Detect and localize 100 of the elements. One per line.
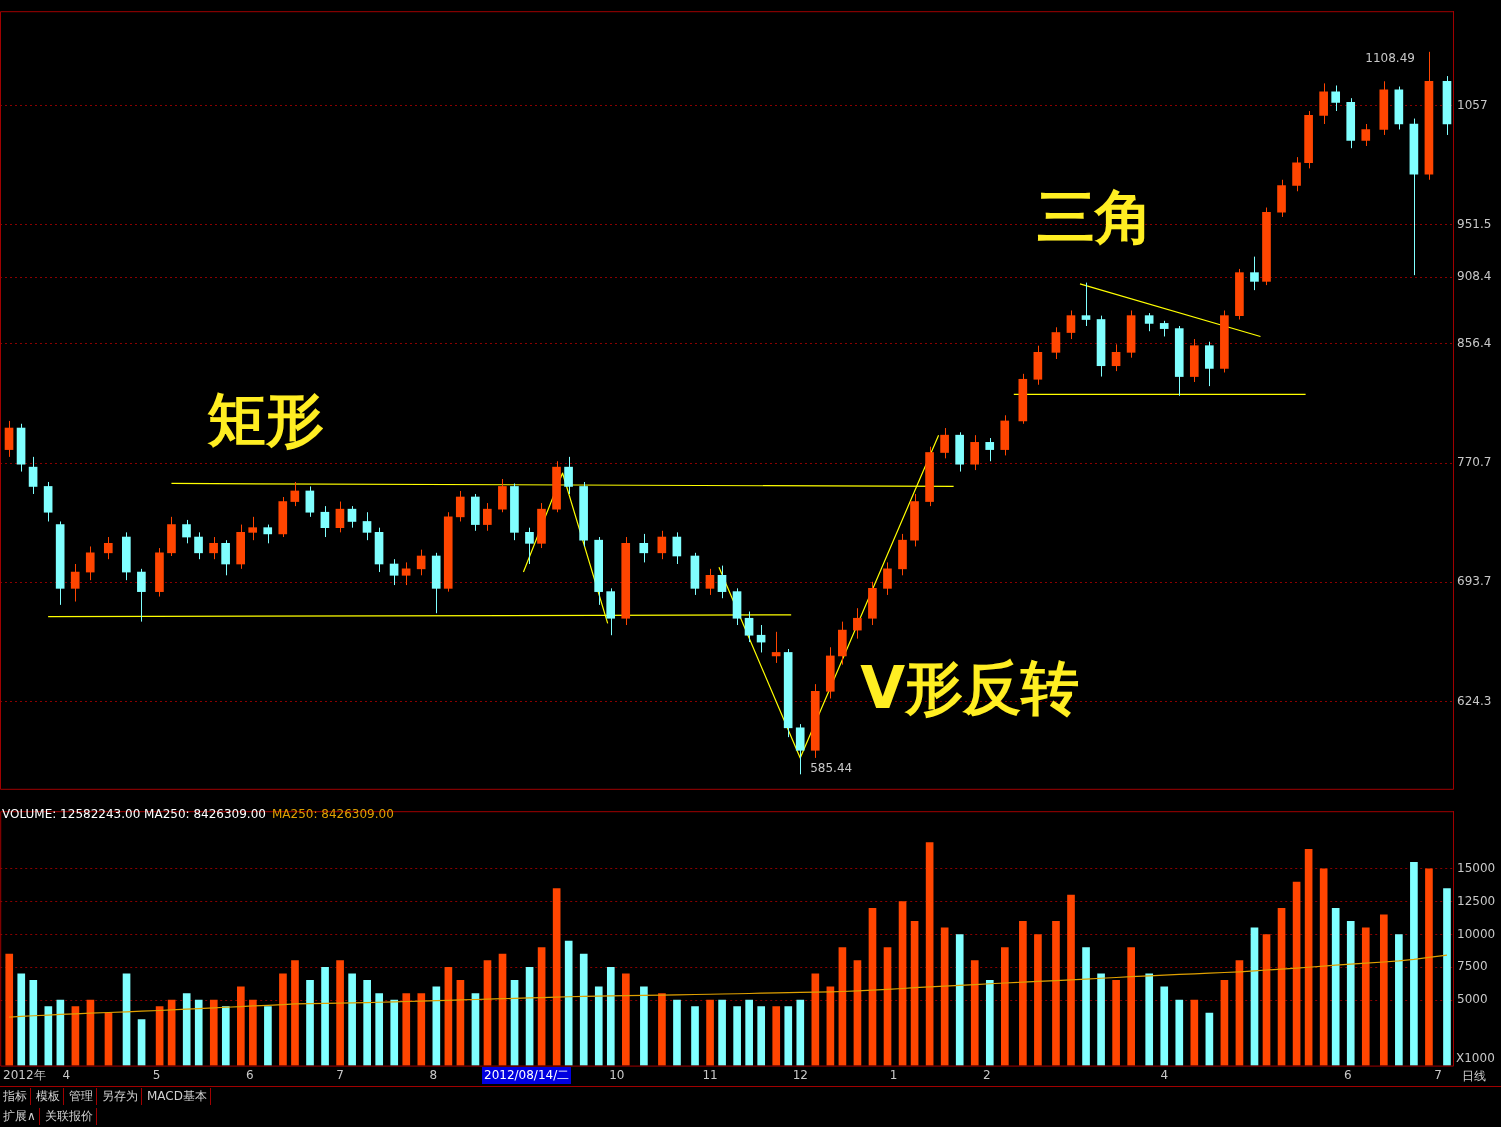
text: 指标 [0,1088,31,1105]
x-tick-label: 7 [336,1067,344,1082]
y-tick-label: 10000 [1457,926,1496,941]
bar [17,973,26,1066]
y-tick-label: 1057 [1457,97,1488,112]
bar [1346,921,1355,1066]
bar [336,960,344,1066]
bar [510,980,519,1066]
candlestick [85,545,95,581]
bar [898,901,907,1066]
bar [579,953,588,1066]
bar [1112,980,1120,1066]
bar [1001,947,1009,1066]
y-tick-label: 5000 [1457,992,1488,1007]
bar [985,980,994,1066]
bar [940,927,949,1066]
bar [640,986,648,1066]
bar [910,921,919,1066]
bar [375,993,384,1066]
x-tick-label: 4 [1160,1067,1169,1082]
x-tick-label: 4 [62,1067,71,1082]
annotation: 矩形 [207,386,324,454]
bar [1292,881,1301,1066]
y-tick-label: 856.4 [1457,335,1492,350]
bar [784,1006,793,1066]
bar [1097,973,1105,1066]
candlestick [510,482,519,541]
candlestick [209,536,218,560]
candlestick [898,533,907,576]
bar [733,1006,741,1066]
text: 模板 [33,1088,64,1105]
bar [1190,999,1199,1066]
bar [1425,868,1433,1066]
bar [264,1006,272,1066]
candlestick [579,481,588,547]
candlestick [1205,341,1214,387]
bar [718,999,726,1066]
candlestick [1319,82,1328,125]
bar [537,947,546,1066]
bar [1410,862,1418,1066]
bar [811,973,820,1066]
x-tick-label: 8 [429,1067,438,1082]
candlestick [925,446,934,507]
candlestick [1220,310,1229,373]
candlestick [910,493,919,547]
bar [1160,986,1169,1066]
x-tick-label: 11 [702,1067,718,1082]
candlestick [278,496,288,538]
candlestick [70,563,80,603]
bar [1361,927,1370,1066]
text: 关联报价 [41,1108,97,1125]
y-tick-label: 7500 [1457,959,1488,974]
annotation: 1108.49 [1365,50,1415,65]
candlestick [236,524,245,570]
bar [221,1006,230,1066]
bar [606,966,615,1066]
x-tick-label: 6 [1343,1067,1352,1082]
candlestick [1331,84,1341,112]
bar [1250,927,1259,1066]
bar [691,1006,699,1066]
bar [291,960,299,1066]
bar [402,993,411,1066]
candlestick [883,561,892,596]
bar [498,953,507,1066]
x-tick-label: 10 [609,1067,625,1082]
bar [772,1006,781,1066]
y-tick-label: 15000 [1457,861,1496,876]
text: MACD基本 [144,1088,211,1105]
x-tick-label: 7 [1434,1067,1442,1082]
bar [29,980,38,1066]
x-tick-label: 2 [982,1067,991,1082]
y-axis-title: X1000 [1456,1050,1495,1065]
bar [1235,960,1244,1066]
bar [390,999,399,1066]
candlestick [1262,207,1271,286]
bar [1319,868,1328,1066]
bar [209,999,218,1066]
y-tick-label: 770.7 [1457,455,1492,470]
bar [622,973,630,1066]
candlestick [1277,179,1286,218]
candlestick [657,530,667,560]
text: 管理 [66,1088,97,1105]
y-tick-label: 624.3 [1457,693,1492,708]
candlestick [221,539,230,576]
x-tick-label: 1 [889,1067,898,1082]
text: 2012/08/14/二 [482,1067,572,1084]
bar [417,993,426,1066]
bar [853,960,862,1066]
y-tick-label: 908.4 [1457,269,1492,284]
bar [673,999,681,1066]
candlestick [182,519,191,544]
candlestick [955,431,964,473]
bar [1127,947,1135,1066]
bar [483,960,492,1066]
bar [1034,934,1042,1066]
bar [348,973,356,1066]
candlestick [639,533,649,563]
candlestick [795,723,805,775]
candlestick [137,568,146,623]
bar [1443,888,1451,1066]
